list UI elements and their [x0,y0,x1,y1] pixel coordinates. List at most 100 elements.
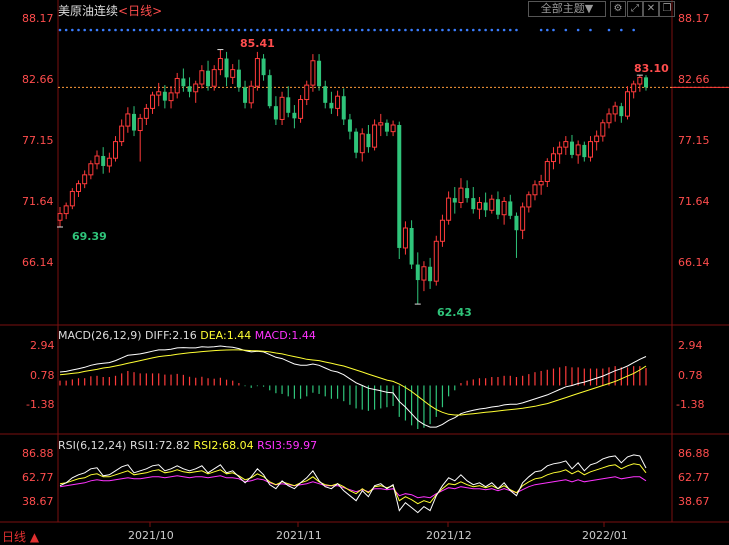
event-marker [539,28,543,32]
event-marker [77,28,80,32]
candle-body [193,83,199,93]
event-marker [576,28,580,32]
candle-body [471,198,476,210]
candle-body [637,76,643,85]
candle-body [279,96,285,120]
x-axis-label: 2021/10 [128,529,174,542]
candle-body [162,91,167,101]
candle-body [575,144,581,156]
event-marker [225,28,228,32]
event-marker [373,28,376,32]
annotation-low: 62.43 [437,306,472,319]
candle-body [538,180,544,186]
candle-body [569,141,574,155]
period-toggle[interactable]: 日线 ▲ [2,530,40,544]
event-marker [71,28,74,32]
y-tick-right: 66.14 [678,256,710,269]
event-marker [348,28,352,32]
candle-body [366,133,371,148]
event-marker [317,28,321,32]
candle-body [236,69,241,88]
event-marker [243,28,247,32]
expand-icon[interactable]: ⤢ [627,1,643,17]
period-label[interactable]: <日线> [118,4,163,18]
candle-body [156,91,162,96]
candle-body [582,144,587,158]
event-marker [169,28,173,32]
y-tick-left: 82.66 [22,73,54,86]
rsi1-line [59,454,647,514]
candle-body [378,122,384,126]
candle-body [298,99,304,119]
event-marker [293,28,296,32]
candle-body [63,205,69,215]
candle-body [286,97,291,113]
event-marker [145,28,148,32]
macd-y-tick: 2.94 [678,339,703,352]
candle-body [329,102,334,109]
macd-dea-line [59,349,647,416]
candle-body [174,77,180,94]
candle-body [323,86,328,103]
candle-body [384,122,389,132]
restore-icon[interactable]: ❐ [659,1,675,17]
event-marker [434,28,438,32]
event-marker [89,28,93,32]
event-marker [108,28,111,32]
y-tick-left: 77.15 [22,134,54,147]
macd-y-tick: -1.38 [26,398,55,411]
gear-icon[interactable]: ⚙ [610,1,626,17]
event-marker [200,28,204,32]
event-marker [262,28,265,32]
candle-body [415,264,420,281]
event-marker [379,28,383,32]
rsi-y-tick: 38.67 [22,495,54,508]
candle-body [310,60,316,86]
candle-body [132,113,137,131]
event-marker [465,28,469,32]
candle-body [254,58,260,87]
event-marker [471,28,475,32]
event-marker [336,28,339,32]
candle-body [612,105,618,115]
event-marker [404,28,407,32]
candle-body [514,215,519,231]
candle-body [125,113,131,127]
event-marker [360,28,364,32]
candle-body [428,266,433,282]
candle-body [273,106,278,120]
macd-y-tick: 0.78 [678,369,703,382]
candle-body [452,198,457,203]
event-marker [342,28,346,32]
candle-body [489,198,495,211]
theme-selector[interactable]: 全部主题▼ [528,1,606,17]
candle-body [199,70,205,85]
candle-body [390,124,396,133]
event-marker [157,28,160,32]
candle-body [354,131,359,153]
candle-body [409,228,414,265]
event-marker [385,28,389,32]
event-marker [391,28,395,32]
candle-body [439,219,445,242]
event-marker [441,28,444,32]
candle-body [532,184,538,196]
candle-body [347,119,352,132]
event-marker [354,28,358,32]
candle-body [495,199,500,215]
close-icon[interactable]: ✕ [643,1,659,17]
candle-body [243,87,248,103]
x-axis-label: 2021/11 [276,529,322,542]
candle-body [119,125,125,143]
rsi-y-tick: 62.77 [678,471,710,484]
candle-body [106,157,112,167]
candle-body [341,96,346,120]
event-marker [311,28,315,32]
candle-body [82,174,88,185]
candle-body [446,197,452,221]
event-marker [188,28,191,32]
event-marker [126,28,130,32]
event-marker [620,28,623,32]
event-marker [490,28,494,32]
